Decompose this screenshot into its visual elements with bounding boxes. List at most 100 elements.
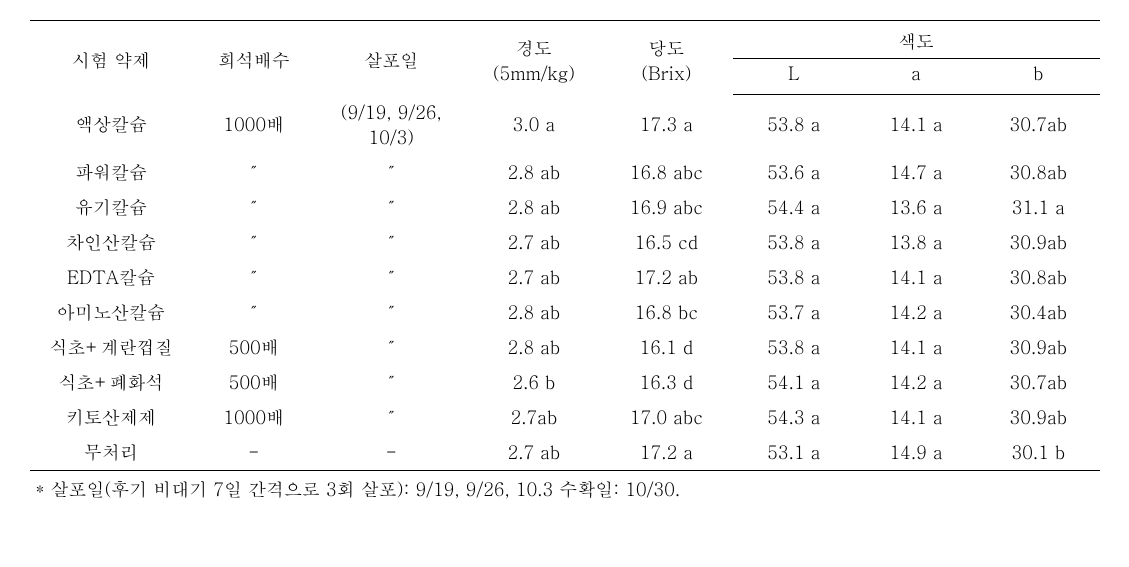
cell-spray: ″ (315, 330, 468, 365)
table-row: 유기칼슘″″2.8 ab16.9 abc54.4 a13.6 a31.1 a (30, 190, 1100, 225)
cell-sugar: 17.2 ab (600, 260, 732, 295)
cell-spray: ″ (315, 295, 468, 330)
cell-L: 53.1 a (733, 435, 855, 471)
cell-a: 14.7 a (855, 155, 977, 190)
cell-a: 14.1 a (855, 400, 977, 435)
table-body: 액상칼슘1000배(9/19, 9/26,10/3)3.0 a17.3 a53.… (30, 95, 1100, 471)
header-spray: 살포일 (315, 21, 468, 95)
table-row: 파워칼슘″″2.8 ab16.8 abc53.6 a14.7 a30.8ab (30, 155, 1100, 190)
cell-spray: (9/19, 9/26,10/3) (315, 95, 468, 155)
cell-agent: 식초+폐화석 (30, 365, 193, 400)
cell-a: 14.9 a (855, 435, 977, 471)
cell-L: 54.3 a (733, 400, 855, 435)
cell-agent: 식초+계란껍질 (30, 330, 193, 365)
cell-b: 30.9ab (977, 330, 1099, 365)
cell-spray: ″ (315, 365, 468, 400)
cell-dilution: 500배 (193, 365, 315, 400)
cell-b: 30.9ab (977, 225, 1099, 260)
data-table: 시험 약제 희석배수 살포일 경도 (5mm/kg) 당도 (Brix) 색도 … (30, 20, 1100, 471)
header-color-b: b (977, 59, 1099, 95)
header-color: 색도 (733, 21, 1100, 59)
cell-hardness: 2.8 ab (468, 330, 600, 365)
table-row: 아미노산칼슘″″2.8 ab16.8 bc53.7 a14.2 a30.4ab (30, 295, 1100, 330)
cell-agent: EDTA칼슘 (30, 260, 193, 295)
cell-a: 14.1 a (855, 330, 977, 365)
cell-agent: 무처리 (30, 435, 193, 471)
cell-sugar: 17.3 a (600, 95, 732, 155)
cell-sugar: 16.9 abc (600, 190, 732, 225)
cell-agent: 액상칼슘 (30, 95, 193, 155)
cell-spray: - (315, 435, 468, 471)
table-row: 무처리--2.7 ab17.2 a53.1 a14.9 a30.1 b (30, 435, 1100, 471)
cell-L: 53.8 a (733, 225, 855, 260)
table-row: 식초+계란껍질500배″2.8 ab16.1 d53.8 a14.1 a30.9… (30, 330, 1100, 365)
cell-agent: 키토산제제 (30, 400, 193, 435)
cell-hardness: 2.7 ab (468, 260, 600, 295)
cell-L: 54.4 a (733, 190, 855, 225)
cell-L: 53.6 a (733, 155, 855, 190)
cell-dilution: ″ (193, 155, 315, 190)
cell-b: 30.1 b (977, 435, 1099, 471)
cell-b: 30.8ab (977, 260, 1099, 295)
cell-hardness: 2.8 ab (468, 155, 600, 190)
cell-b: 31.1 a (977, 190, 1099, 225)
header-sugar-top: 당도 (608, 36, 724, 61)
cell-L: 53.8 a (733, 330, 855, 365)
cell-hardness: 2.7 ab (468, 225, 600, 260)
header-color-L: L (733, 59, 855, 95)
cell-a: 14.2 a (855, 365, 977, 400)
cell-sugar: 17.0 abc (600, 400, 732, 435)
header-agent: 시험 약제 (30, 21, 193, 95)
header-dilution: 희석배수 (193, 21, 315, 95)
cell-spray: ″ (315, 400, 468, 435)
cell-hardness: 3.0 a (468, 95, 600, 155)
cell-dilution: - (193, 435, 315, 471)
cell-a: 13.8 a (855, 225, 977, 260)
table-header: 시험 약제 희석배수 살포일 경도 (5mm/kg) 당도 (Brix) 색도 … (30, 21, 1100, 95)
cell-b: 30.7ab (977, 95, 1099, 155)
cell-spray: ″ (315, 155, 468, 190)
table-row: 차인산칼슘″″2.7 ab16.5 cd53.8 a13.8 a30.9ab (30, 225, 1100, 260)
footnote: * 살포일(후기 비대기 7일 간격으로 3회 살포): 9/19, 9/26,… (30, 477, 1100, 502)
header-hardness-top: 경도 (476, 36, 592, 61)
header-sugar: 당도 (Brix) (600, 21, 732, 95)
header-color-a: a (855, 59, 977, 95)
cell-sugar: 16.1 d (600, 330, 732, 365)
cell-sugar: 16.5 cd (600, 225, 732, 260)
cell-dilution: ″ (193, 260, 315, 295)
cell-b: 30.9ab (977, 400, 1099, 435)
cell-a: 13.6 a (855, 190, 977, 225)
cell-hardness: 2.7ab (468, 400, 600, 435)
cell-sugar: 16.3 d (600, 365, 732, 400)
cell-sugar: 16.8 abc (600, 155, 732, 190)
cell-dilution: ″ (193, 225, 315, 260)
cell-b: 30.8ab (977, 155, 1099, 190)
cell-spray: ″ (315, 225, 468, 260)
cell-b: 30.7ab (977, 365, 1099, 400)
cell-agent: 파워칼슘 (30, 155, 193, 190)
cell-spray: ″ (315, 260, 468, 295)
cell-agent: 유기칼슘 (30, 190, 193, 225)
cell-hardness: 2.8 ab (468, 190, 600, 225)
cell-hardness: 2.6 b (468, 365, 600, 400)
cell-dilution: 1000배 (193, 400, 315, 435)
table-row: 키토산제제1000배″2.7ab17.0 abc54.3 a14.1 a30.9… (30, 400, 1100, 435)
cell-spray: ″ (315, 190, 468, 225)
header-hardness: 경도 (5mm/kg) (468, 21, 600, 95)
cell-sugar: 16.8 bc (600, 295, 732, 330)
cell-dilution: 500배 (193, 330, 315, 365)
header-hardness-bottom: (5mm/kg) (476, 61, 592, 86)
cell-hardness: 2.8 ab (468, 295, 600, 330)
cell-agent: 아미노산칼슘 (30, 295, 193, 330)
table-row: EDTA칼슘″″2.7 ab17.2 ab53.8 a14.1 a30.8ab (30, 260, 1100, 295)
header-sugar-bottom: (Brix) (608, 61, 724, 86)
cell-a: 14.1 a (855, 95, 977, 155)
cell-a: 14.2 a (855, 295, 977, 330)
cell-b: 30.4ab (977, 295, 1099, 330)
cell-dilution: ″ (193, 190, 315, 225)
cell-L: 54.1 a (733, 365, 855, 400)
cell-dilution: 1000배 (193, 95, 315, 155)
table-row: 액상칼슘1000배(9/19, 9/26,10/3)3.0 a17.3 a53.… (30, 95, 1100, 155)
table-row: 식초+폐화석500배″2.6 b16.3 d54.1 a14.2 a30.7ab (30, 365, 1100, 400)
cell-L: 53.8 a (733, 260, 855, 295)
